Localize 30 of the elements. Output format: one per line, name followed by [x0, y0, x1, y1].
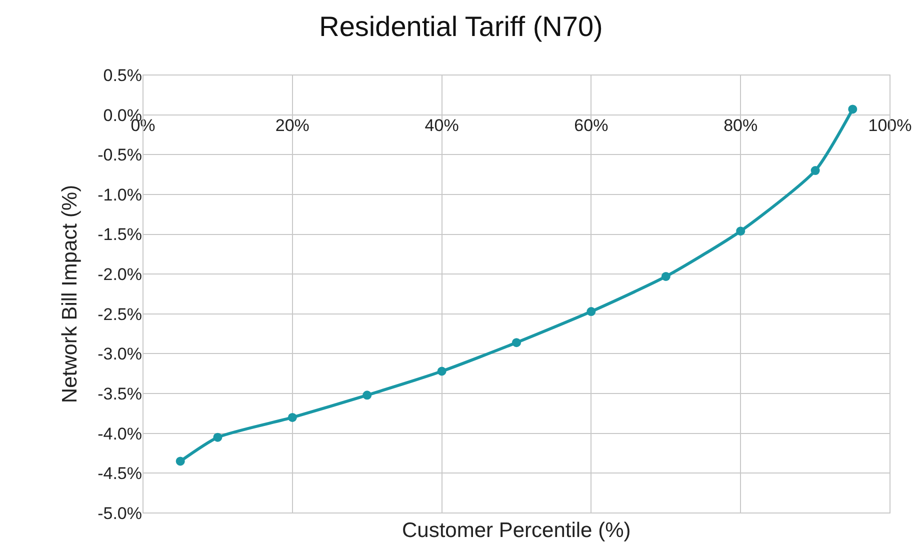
y-tick-label: -4.0%: [98, 424, 142, 444]
chart-title: Residential Tariff (N70): [319, 11, 603, 42]
x-tick-label: 40%: [424, 116, 459, 135]
point: [736, 226, 746, 236]
y-tick-label: -1.0%: [98, 185, 142, 204]
point: [437, 366, 446, 376]
y-tick-label: -2.5%: [98, 304, 142, 324]
point: [362, 390, 372, 400]
point: [512, 338, 521, 348]
y-tick-label: -5.0%: [98, 504, 142, 523]
point: [213, 432, 222, 442]
y-tick-label: -1.5%: [98, 225, 142, 244]
point: [288, 412, 297, 422]
point: [848, 104, 858, 114]
y-axis-title: Network Bill Impact (%): [58, 184, 82, 404]
x-axis-title: Customer Percentile (%): [402, 519, 631, 542]
point: [810, 166, 820, 176]
y-tick-label: -2.0%: [98, 265, 142, 284]
x-tick-label: 100%: [868, 116, 912, 135]
y-tick-label: -3.0%: [98, 344, 142, 364]
point: [176, 456, 185, 466]
x-tick-label: 60%: [574, 116, 608, 135]
x-tick-label: 80%: [724, 116, 758, 135]
y-tick-label: 0.5%: [103, 66, 142, 85]
point: [586, 307, 596, 316]
y-tick-label: -0.5%: [98, 146, 142, 165]
y-tick-label: -3.5%: [98, 384, 142, 404]
x-tick-label: 20%: [275, 116, 310, 135]
point: [661, 272, 670, 281]
y-tick-label: -4.5%: [98, 464, 142, 484]
